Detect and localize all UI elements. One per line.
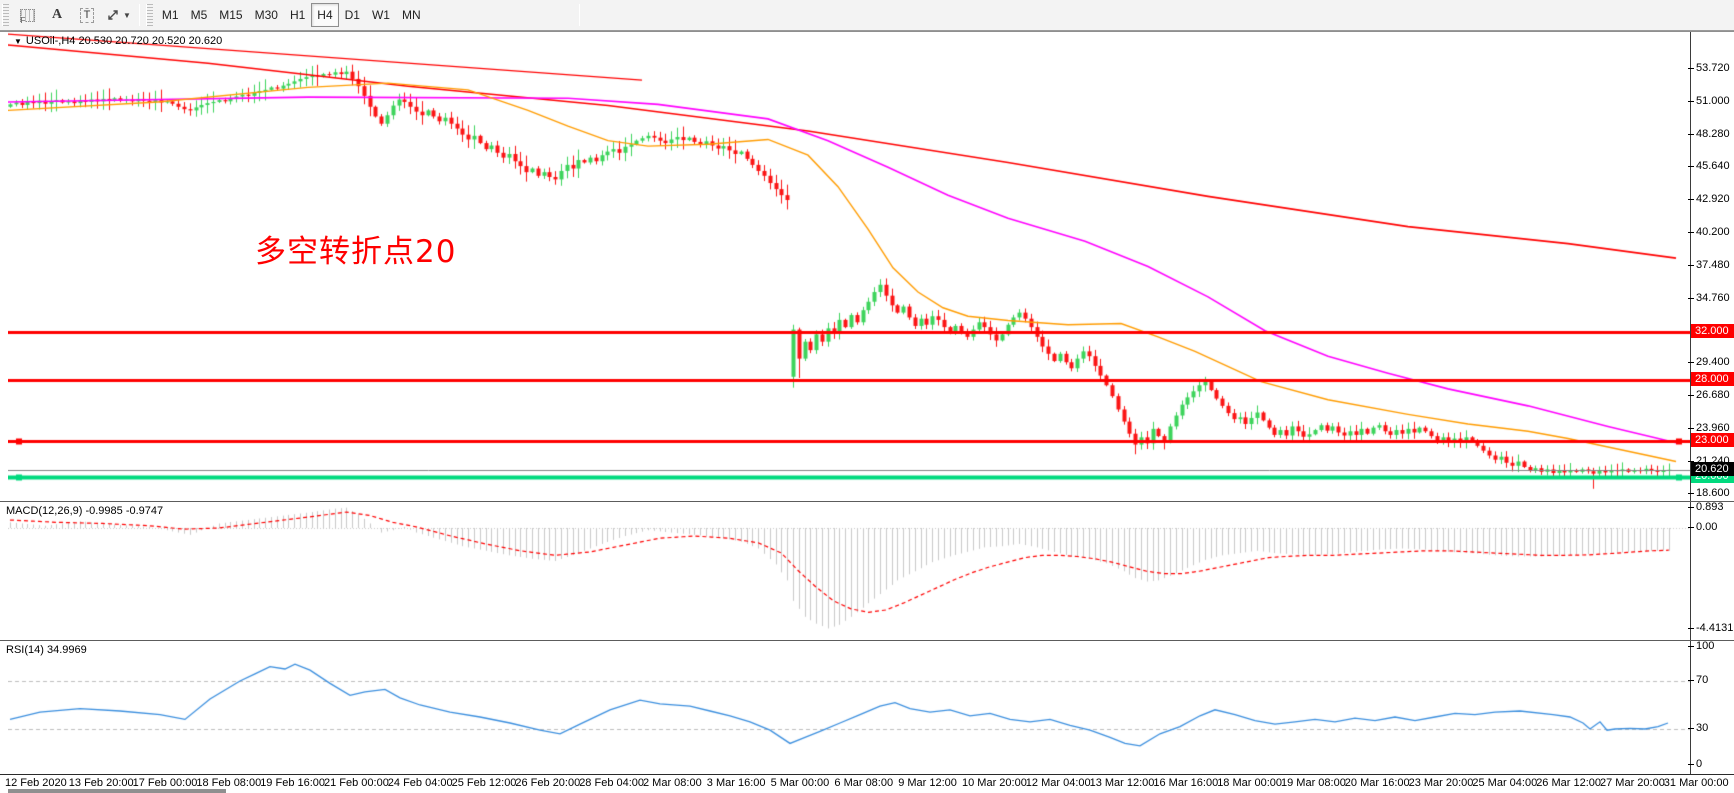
time-axis-label: 19 Mar 08:00 bbox=[1281, 777, 1346, 789]
price-tick-label: 48.280 bbox=[1688, 127, 1730, 140]
time-axis-label: 5 Mar 00:00 bbox=[770, 777, 830, 789]
time-axis-label: 24 Feb 04:00 bbox=[387, 777, 453, 789]
time-axis-label: 12 Feb 2020 bbox=[5, 777, 67, 789]
rsi-tick-label: 30 bbox=[1687, 722, 1709, 734]
toolbar-grip[interactable] bbox=[145, 4, 153, 26]
price-tick-label: 45.640 bbox=[1688, 159, 1730, 172]
macd-axis[interactable]: 0.893 0.00 -4.4131 bbox=[1687, 500, 1734, 640]
chart-area: ▼ USOil-,H4 20.530 20.720 20.520 20.620 多… bbox=[0, 31, 1734, 793]
toolbar-grip[interactable] bbox=[2, 4, 9, 26]
toolbar-separator bbox=[579, 4, 580, 26]
price-tick-label: 26.680 bbox=[1688, 389, 1730, 402]
time-axis-label: 9 Mar 12:00 bbox=[898, 777, 957, 789]
timeframe-button-m5[interactable]: M5 bbox=[190, 8, 208, 22]
timeframe-button-m30[interactable]: M30 bbox=[254, 8, 278, 22]
price-pane: ▼ USOil-,H4 20.530 20.720 20.520 20.620 多… bbox=[0, 31, 1734, 502]
f-grid-icon-button[interactable]: F bbox=[12, 3, 42, 27]
text-label-button[interactable]: A bbox=[42, 3, 72, 27]
price-axis[interactable]: 53.720 51.000 48.280 45.640 42.920 40.200 37.4… bbox=[1688, 32, 1734, 501]
price-tick-label: 18.600 bbox=[1688, 487, 1730, 500]
toolbar-separator bbox=[138, 4, 140, 26]
price-tick-label: 53.720 bbox=[1688, 62, 1730, 74]
price-tick-label: 37.480 bbox=[1688, 258, 1730, 271]
toolbar: F A T ▼ M1 M5 M15 M30 H1 H4 D1 W1 MN bbox=[0, 0, 1734, 31]
price-badge: 23.000 bbox=[1691, 432, 1734, 447]
time-axis-label: 19 Feb 16:00 bbox=[260, 777, 326, 789]
objects-arrows-button[interactable]: ▼ bbox=[102, 3, 135, 27]
rsi-axis[interactable]: 100 70 30 0 bbox=[1687, 640, 1734, 774]
macd-tick-label: 0.00 bbox=[1687, 521, 1718, 533]
time-axis-label: 3 Mar 16:00 bbox=[706, 777, 766, 789]
rsi-tick-label: 70 bbox=[1687, 674, 1709, 686]
rsi-canvas[interactable] bbox=[8, 641, 1690, 774]
timeframe-group: M1 M5 M15 M30 H1 H4 D1 W1 MN bbox=[156, 3, 427, 27]
rsi-tick-label: 0 bbox=[1687, 758, 1703, 770]
rsi-tick-label: 100 bbox=[1687, 640, 1715, 652]
price-tick-label: 51.000 bbox=[1688, 94, 1730, 107]
timeframe-button-m1[interactable]: M1 bbox=[161, 8, 179, 22]
time-axis-label: 25 Mar 04:00 bbox=[1472, 777, 1538, 789]
price-badge: 32.000 bbox=[1691, 323, 1734, 338]
price-badge: 28.000 bbox=[1691, 372, 1734, 387]
price-tick-label: 29.400 bbox=[1688, 356, 1730, 369]
timeframe-button-h1[interactable]: H1 bbox=[289, 8, 306, 22]
time-axis-label: 17 Feb 00:00 bbox=[132, 777, 198, 789]
symbol-ohlc-label[interactable]: ▼ USOil-,H4 20.530 20.720 20.520 20.620 bbox=[14, 35, 223, 47]
chevron-down-icon[interactable]: ▼ bbox=[14, 37, 22, 46]
time-axis-label: 25 Feb 12:00 bbox=[451, 777, 517, 789]
macd-label: MACD(12,26,9) -0.9985 -0.9747 bbox=[6, 505, 164, 517]
macd-tick-label: 0.893 bbox=[1688, 500, 1724, 513]
price-badge: 20.620 bbox=[1691, 461, 1734, 476]
price-tick-label: 23.960 bbox=[1688, 422, 1730, 435]
time-axis-label: 6 Mar 08:00 bbox=[834, 777, 894, 789]
timeframe-button-h4[interactable]: H4 bbox=[311, 3, 339, 27]
price-chart-canvas[interactable] bbox=[8, 32, 1690, 501]
price-tick-label: 40.200 bbox=[1688, 225, 1730, 238]
time-axis-label: 26 Mar 12:00 bbox=[1536, 777, 1602, 789]
text-box-icon: T bbox=[79, 7, 95, 23]
text-box-button[interactable]: T bbox=[72, 3, 102, 27]
rsi-label: RSI(14) 34.9969 bbox=[6, 644, 87, 656]
chart-annotation-text[interactable]: 多空转折点20 bbox=[255, 234, 457, 270]
macd-canvas[interactable] bbox=[8, 502, 1690, 640]
time-axis-label: 12 Mar 04:00 bbox=[1025, 777, 1091, 789]
timeframe-button-m15[interactable]: M15 bbox=[219, 8, 243, 22]
time-axis-label: 16 Mar 16:00 bbox=[1153, 777, 1219, 789]
dropdown-caret-icon[interactable]: ▼ bbox=[123, 10, 131, 20]
rsi-pane: RSI(14) 34.9969 100 70 30 0 bbox=[0, 640, 1734, 775]
timeframe-button-w1[interactable]: W1 bbox=[371, 8, 390, 22]
timeframe-button-mn[interactable]: MN bbox=[401, 8, 421, 22]
f-grid-icon: F bbox=[19, 8, 35, 25]
letter-a-icon: A bbox=[51, 7, 63, 22]
time-axis-label: 31 Mar 00:00 bbox=[1663, 777, 1729, 789]
macd-pane: MACD(12,26,9) -0.9985 -0.9747 0.893 0.00 -… bbox=[0, 500, 1734, 641]
time-axis-label: 27 Mar 20:00 bbox=[1600, 777, 1665, 789]
time-axis-label: 13 Mar 12:00 bbox=[1089, 777, 1155, 789]
time-axis-label: 13 Feb 20:00 bbox=[68, 777, 134, 789]
time-axis[interactable]: 12 Feb 2020 13 Feb 20:00 17 Feb 00:00 18 Fe… bbox=[0, 775, 1734, 793]
macd-tick-label: -4.4131 bbox=[1687, 621, 1734, 634]
time-axis-label: 18 Mar 00:00 bbox=[1217, 777, 1283, 789]
price-tick-label: 42.920 bbox=[1688, 192, 1730, 205]
time-axis-label: 28 Feb 04:00 bbox=[579, 777, 645, 789]
time-axis-label: 26 Feb 20:00 bbox=[515, 777, 581, 789]
diagonal-arrows-icon bbox=[108, 10, 118, 20]
time-axis-label: 18 Feb 08:00 bbox=[196, 777, 262, 789]
time-axis-label: 23 Mar 20:00 bbox=[1408, 777, 1474, 789]
price-tick-label: 34.760 bbox=[1688, 291, 1730, 304]
horizontal-scrollbar-thumb[interactable] bbox=[8, 789, 226, 793]
time-axis-label: 2 Mar 08:00 bbox=[643, 777, 702, 789]
time-axis-label: 20 Mar 16:00 bbox=[1344, 777, 1410, 789]
time-axis-label: 10 Mar 20:00 bbox=[962, 777, 1027, 789]
time-axis-label: 21 Feb 00:00 bbox=[324, 777, 389, 789]
timeframe-button-d1[interactable]: D1 bbox=[344, 8, 360, 22]
